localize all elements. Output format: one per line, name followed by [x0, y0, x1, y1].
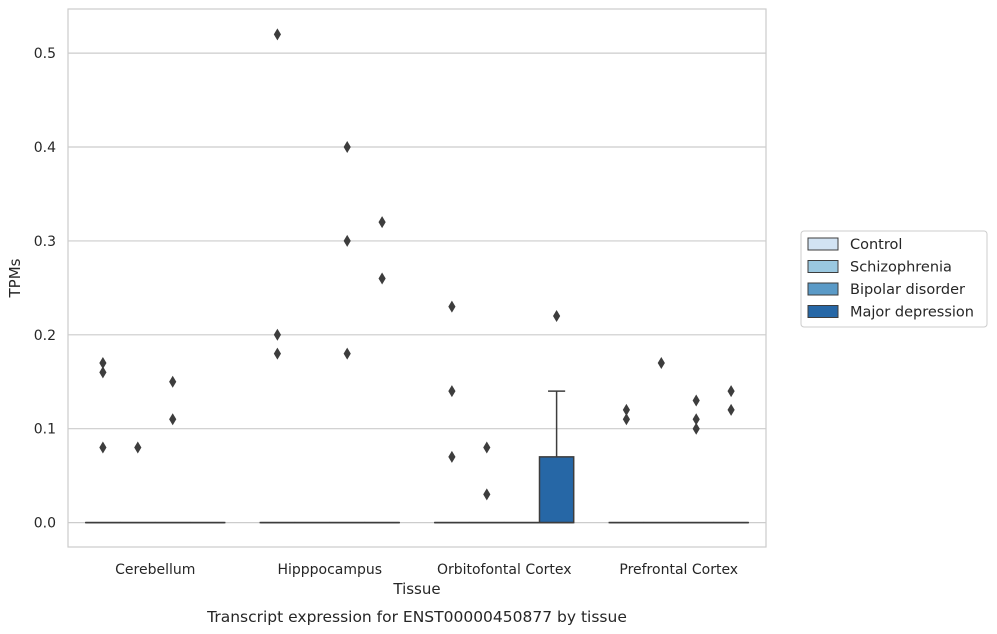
y-tick-label: 0.5: [34, 46, 56, 62]
legend-frame: [800, 230, 988, 328]
outlier-point: [448, 300, 456, 313]
outlier-point: [169, 413, 177, 426]
outlier-point: [692, 422, 700, 435]
outlier-point: [483, 488, 491, 501]
outlier-point: [169, 375, 177, 388]
x-tick-label: Hipppocampus: [277, 562, 382, 578]
y-tick-label: 0.0: [34, 516, 56, 532]
y-tick-labels: 0.0 0.1 0.2 0.3 0.4 0.5: [34, 46, 56, 531]
outlier-point: [99, 356, 107, 369]
outlier-point: [622, 413, 630, 426]
outlier-point: [727, 385, 735, 398]
outlier-point: [343, 141, 351, 154]
outlier-point: [553, 310, 561, 323]
x-tick-label: Prefrontal Cortex: [619, 562, 738, 578]
outlier-point: [448, 450, 456, 463]
y-axis-label: TPMs: [6, 258, 24, 298]
x-axis-label: Tissue: [392, 580, 440, 598]
y-tick-label: 0.3: [34, 234, 56, 250]
outlier-point: [273, 28, 281, 41]
box: [538, 456, 575, 524]
outlier-point: [727, 403, 735, 416]
x-tick-label: Orbitofontal Cortex: [437, 562, 572, 578]
outliers: [99, 28, 735, 501]
outlier-point: [99, 366, 107, 379]
x-tick-labels: Cerebellum Hipppocampus Orbitofontal Corte…: [115, 562, 738, 578]
y-tick-label: 0.4: [34, 140, 56, 156]
legend-label: Control: [850, 237, 902, 253]
outlier-point: [273, 347, 281, 360]
outlier-point: [378, 216, 386, 229]
chart-caption: Transcript expression for ENST0000045087…: [206, 608, 627, 626]
legend-swatch: [807, 237, 839, 251]
outlier-point: [622, 403, 630, 416]
outlier-point: [378, 272, 386, 285]
plot-area: [67, 8, 767, 548]
legend-label: Major depression: [850, 305, 974, 321]
legend-swatch: [807, 282, 839, 296]
outlier-point: [692, 413, 700, 426]
x-tick-label: Cerebellum: [115, 562, 195, 578]
y-tick-label: 0.1: [34, 422, 56, 438]
y-tick-label: 0.2: [34, 328, 56, 344]
outlier-point: [448, 385, 456, 398]
legend: Control Schizophrenia Bipolar disorder Majo…: [800, 230, 988, 328]
outlier-point: [134, 441, 142, 454]
outlier-point: [483, 441, 491, 454]
legend-swatch: [807, 260, 839, 273]
legend-label: Schizophrenia: [850, 260, 952, 276]
boxes: [85, 390, 749, 524]
legend-swatch: [807, 305, 839, 318]
legend-label: Bipolar disorder: [850, 282, 965, 298]
outlier-point: [343, 234, 351, 247]
outlier-point: [273, 328, 281, 341]
outlier-point: [692, 394, 700, 407]
outlier-point: [657, 356, 665, 369]
outlier-point: [99, 441, 107, 454]
outlier-point: [343, 347, 351, 360]
